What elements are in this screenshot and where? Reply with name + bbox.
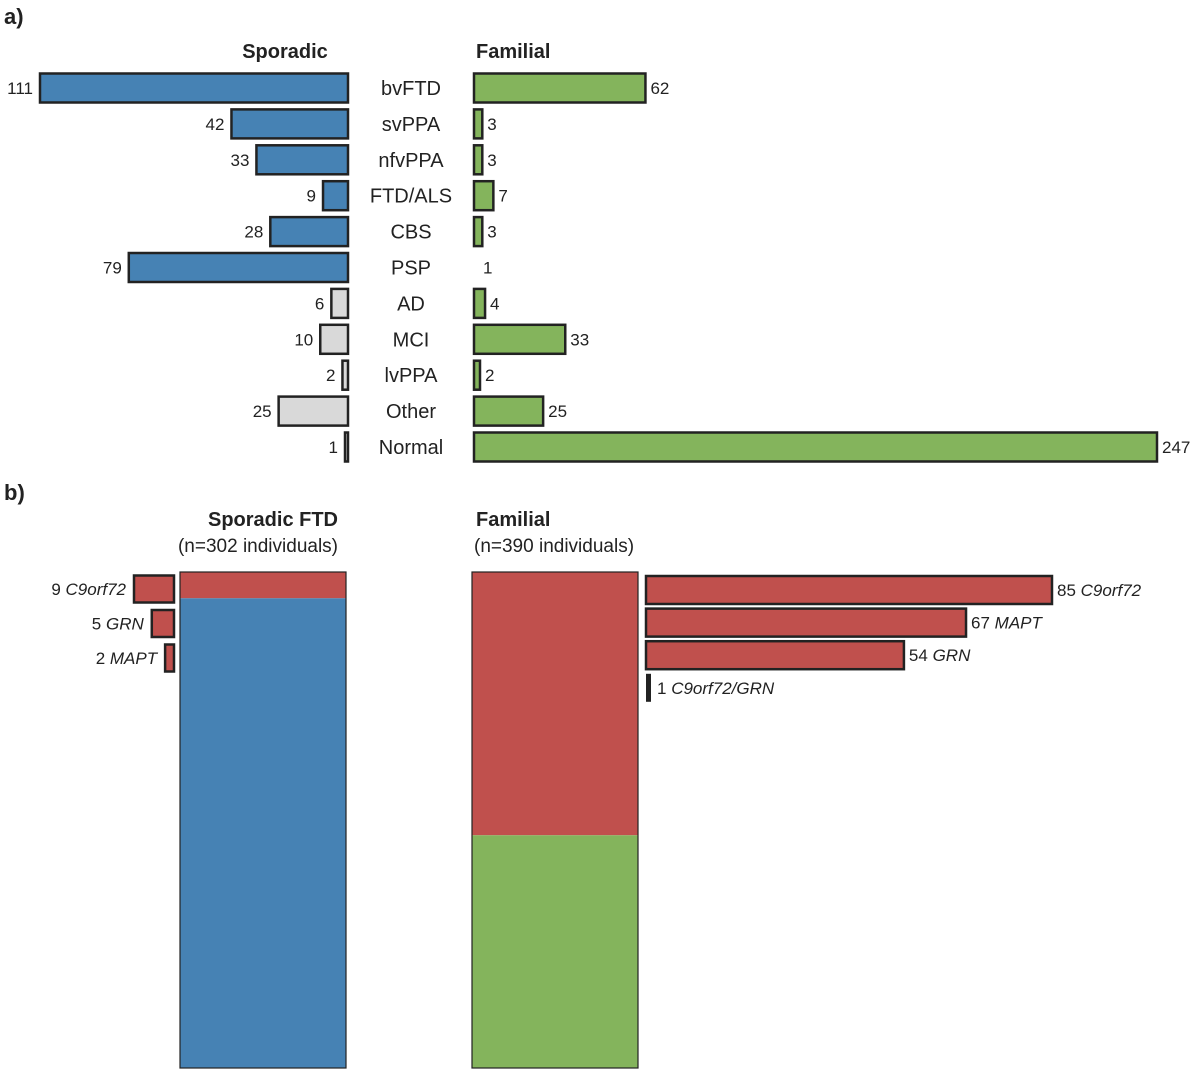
sporadic-bar-lvppa <box>341 359 350 391</box>
familial-mutation-label-c9orf72: 85 C9orf72 <box>1057 581 1142 600</box>
sporadic-value-ad: 6 <box>315 294 324 313</box>
familial-column-outline <box>471 571 639 1069</box>
sporadic-header: Sporadic <box>242 41 328 63</box>
sporadic-value-bvftd: 111 <box>7 79 33 98</box>
familial-bar-svppa <box>472 108 484 140</box>
sporadic-mutation-bar-grn <box>150 608 176 639</box>
sporadic-mutation-bar-mapt <box>163 643 176 673</box>
sporadic-mutation-label-mapt: 2 MAPT <box>96 649 159 668</box>
sporadic-column-outline <box>179 571 347 1069</box>
familial-title: Familial <box>476 509 550 531</box>
sporadic-bar-normal <box>343 431 350 463</box>
sporadic-bar-bvftd <box>38 72 350 104</box>
sporadic-bar-nfvppa <box>255 144 350 176</box>
category-label-svppa: svPPA <box>382 114 441 136</box>
sporadic-value-mci: 10 <box>294 330 313 349</box>
familial-value-nfvppa: 3 <box>487 151 496 170</box>
familial-mutation-bar-mapt <box>644 607 968 638</box>
sporadic-value-other: 25 <box>253 402 272 421</box>
panel-a-label: a) <box>4 4 24 29</box>
category-labels: bvFTD svPPA nfvPPA FTD/ALS CBS PSP AD MCI lvPPA O… <box>370 78 452 459</box>
familial-mutation-carriers-segment <box>472 572 638 836</box>
category-label-normal: Normal <box>379 437 443 459</box>
familial-value-mci: 33 <box>570 330 589 349</box>
category-label-nfvppa: nfvPPA <box>378 150 444 172</box>
familial-bar-cbs <box>472 215 484 248</box>
sporadic-stack-bar <box>179 571 347 1069</box>
familial-value-psp: 1 <box>483 259 492 278</box>
familial-value-svppa: 3 <box>487 115 496 134</box>
familial-bar-other <box>472 395 545 427</box>
panel-b-label: b) <box>4 480 25 505</box>
sporadic-bar-svppa <box>230 108 350 140</box>
category-label-lvppa: lvPPA <box>385 365 439 387</box>
familial-value-lvppa: 2 <box>485 366 494 385</box>
category-label-other: Other <box>386 401 436 423</box>
sporadic-ftd-subtitle: (n=302 individuals) <box>178 536 338 557</box>
sporadic-bar-other <box>277 395 350 427</box>
familial-mutation-bar-c9orf72-grn <box>646 673 651 702</box>
familial-bar-bvftd <box>472 72 647 104</box>
sporadic-value-ftd-als: 9 <box>307 187 316 206</box>
sporadic-value-psp: 79 <box>103 259 122 278</box>
familial-mutation-bar-c9orf72 <box>644 574 1054 606</box>
sporadic-mutation-carriers-segment <box>180 572 346 599</box>
sporadic-bar-mci <box>319 323 350 356</box>
category-label-ftd-als: FTD/ALS <box>370 186 452 208</box>
familial-bar-ad <box>472 287 487 320</box>
panel-a: a) Sporadic Familial 1114233928796102251… <box>4 4 1190 463</box>
sporadic-bar-psp <box>127 251 350 284</box>
sporadic-bar-ad <box>330 287 350 320</box>
category-label-cbs: CBS <box>390 222 431 244</box>
category-label-mci: MCI <box>393 329 430 351</box>
familial-value-ad: 4 <box>490 294 499 313</box>
sporadic-ftd-title: Sporadic FTD <box>208 509 338 531</box>
sporadic-value-cbs: 28 <box>244 223 263 242</box>
category-label-psp: PSP <box>391 258 431 280</box>
sporadic-mutation-label-grn: 5 GRN <box>92 615 145 634</box>
sporadic-mutation-bar-c9orf72 <box>132 574 176 604</box>
familial-subtitle: (n=390 individuals) <box>474 536 634 557</box>
sporadic-value-lvppa: 2 <box>326 366 335 385</box>
sporadic-mutation-bars: 9 C9orf72 5 GRN 2 MAPT <box>51 574 176 673</box>
sporadic-bar-cbs <box>269 215 350 248</box>
familial-bar-mci <box>472 323 567 356</box>
familial-value-bvftd: 62 <box>650 79 669 98</box>
familial-mutation-label-c9orf72-grn: 1 C9orf72/GRN <box>657 679 775 698</box>
familial-mutation-bar-grn <box>644 639 906 671</box>
category-label-ad: AD <box>397 293 425 315</box>
sporadic-mutation-label-c9orf72: 9 C9orf72 <box>51 580 126 599</box>
familial-header: Familial <box>476 41 550 63</box>
familial-mutation-label-mapt: 67 MAPT <box>971 614 1043 633</box>
familial-non-carriers-segment <box>472 835 638 1068</box>
sporadic-bar-ftd-als <box>321 179 350 212</box>
sporadic-value-svppa: 42 <box>206 115 225 134</box>
category-label-bvftd: bvFTD <box>381 78 441 100</box>
familial-value-ftd-als: 7 <box>498 187 507 206</box>
panel-b: b) Sporadic FTD (n=302 individuals) Fami… <box>4 480 1142 1069</box>
familial-value-normal: 247 <box>1162 438 1190 457</box>
familial-value-other: 25 <box>548 402 567 421</box>
sporadic-non-carriers-segment <box>180 598 346 1068</box>
familial-mutation-label-grn: 54 GRN <box>909 646 971 665</box>
sporadic-bars: 111 42 33 9 28 79 610 2 25 1 <box>7 72 350 463</box>
sporadic-value-normal: 1 <box>329 438 338 457</box>
familial-bar-nfvppa <box>472 144 484 176</box>
familial-bar-lvppa <box>472 359 482 391</box>
familial-stack-bar <box>471 571 639 1069</box>
familial-value-cbs: 3 <box>487 223 496 242</box>
familial-bar-normal <box>472 431 1159 463</box>
familial-bar-ftd-als <box>472 179 495 212</box>
sporadic-value-nfvppa: 33 <box>231 151 250 170</box>
